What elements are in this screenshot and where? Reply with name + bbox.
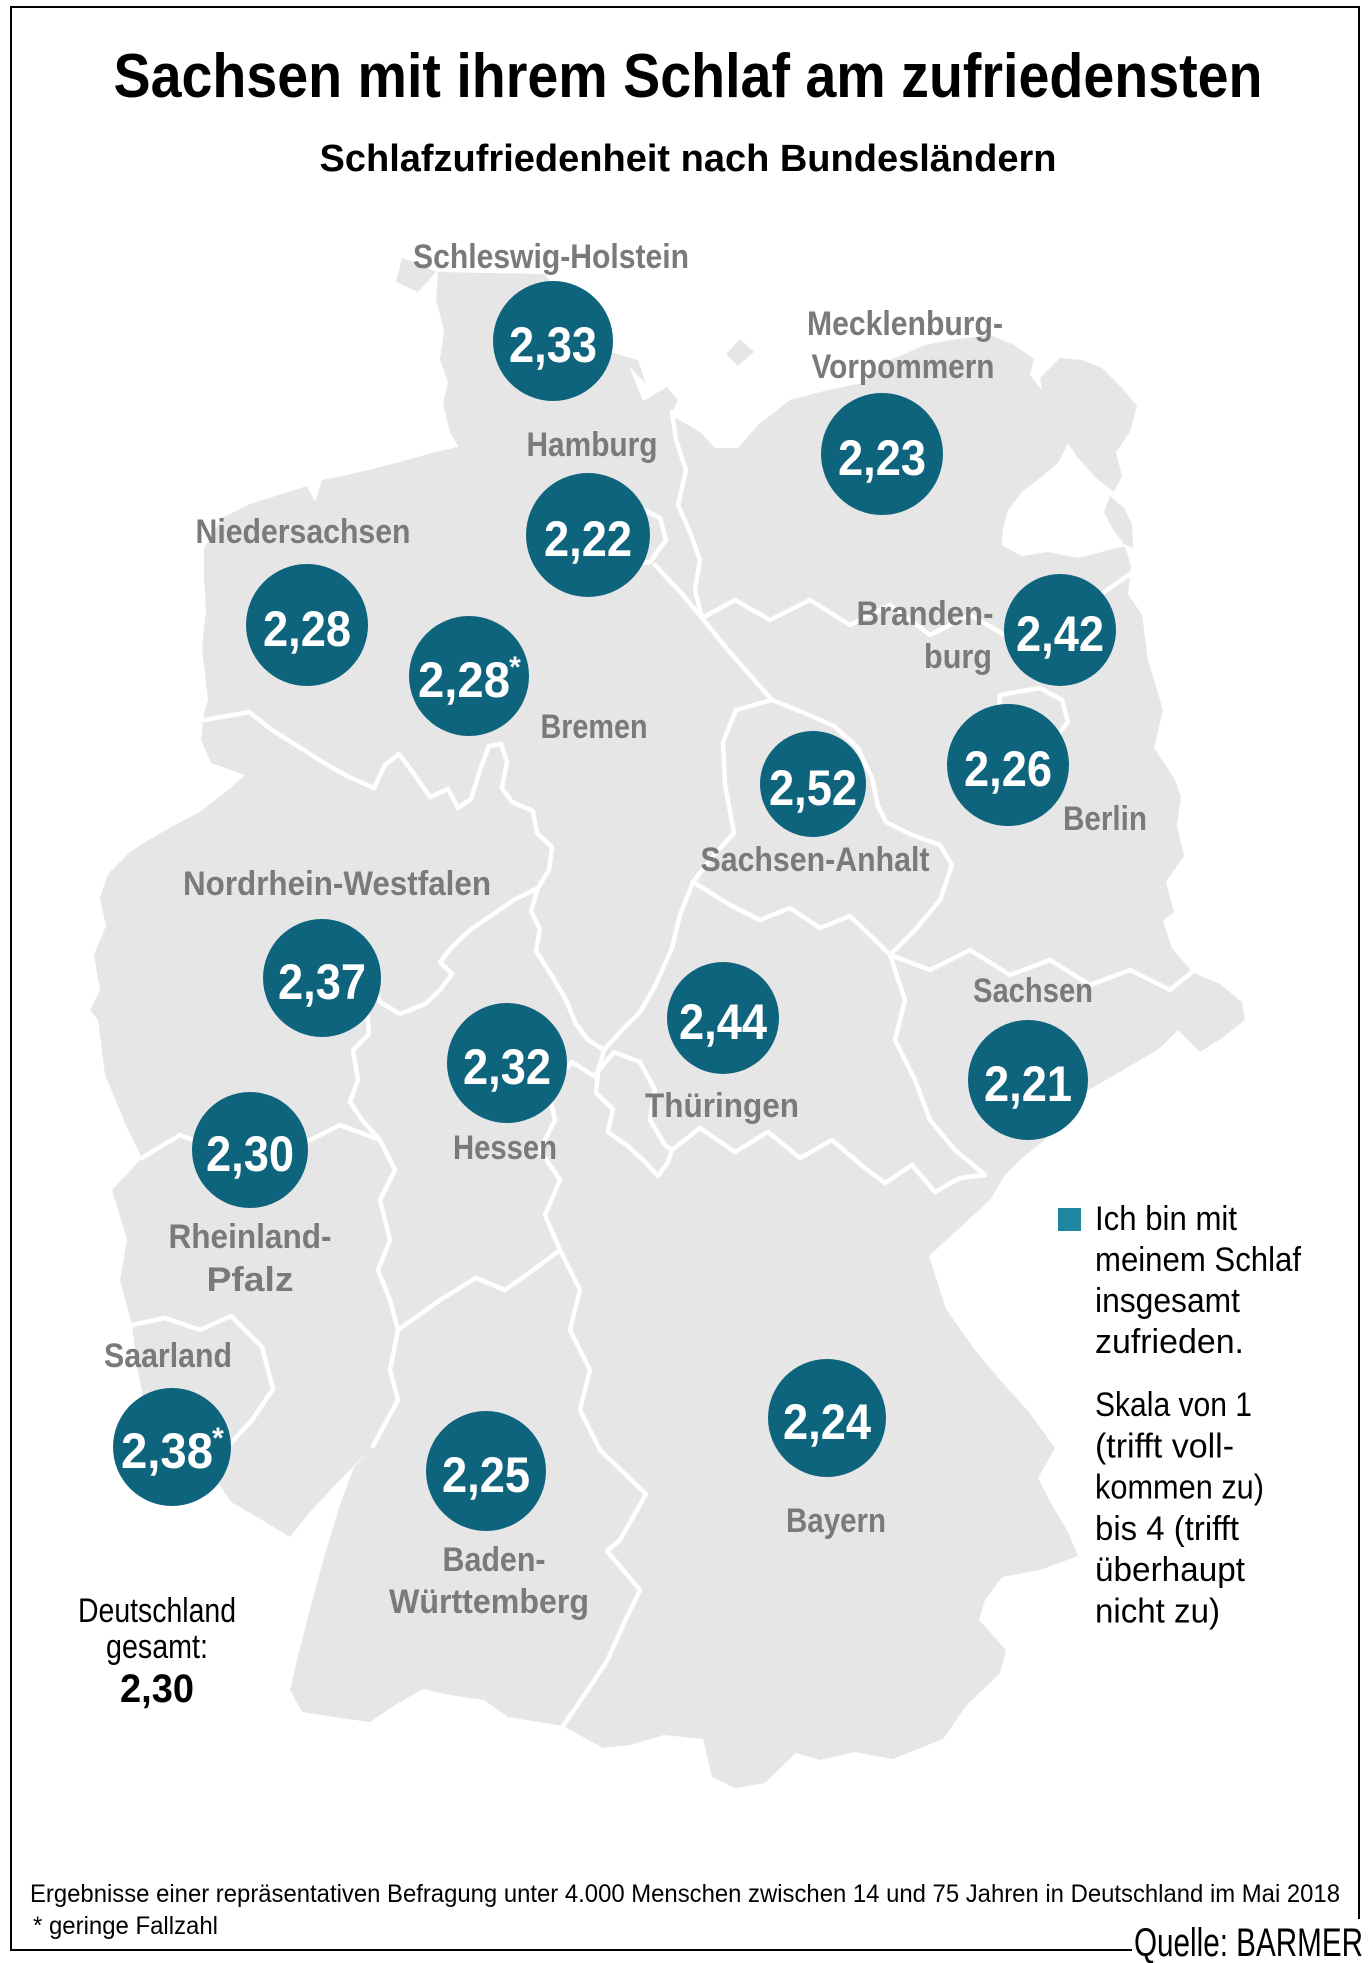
svg-text:2,37: 2,37 — [278, 954, 366, 1010]
svg-text:Hamburg: Hamburg — [527, 426, 658, 464]
svg-text:2,42: 2,42 — [1016, 606, 1104, 662]
svg-text:Sachsen mit ihrem Schlaf am zu: Sachsen mit ihrem Schlaf am zufriedenste… — [114, 42, 1263, 111]
svg-text:Skala von 1: Skala von 1 — [1095, 1386, 1252, 1424]
svg-text:2,21: 2,21 — [984, 1056, 1072, 1112]
svg-text:* geringe Fallzahl: * geringe Fallzahl — [33, 1912, 218, 1940]
svg-text:2,44: 2,44 — [679, 994, 767, 1050]
svg-text:Ich bin mit: Ich bin mit — [1095, 1200, 1237, 1238]
svg-text:(trifft voll-: (trifft voll- — [1095, 1427, 1234, 1465]
svg-text:2,38: 2,38 — [121, 1423, 213, 1479]
svg-text:Sachsen-Anhalt: Sachsen-Anhalt — [701, 841, 930, 879]
svg-text:Mecklenburg-: Mecklenburg- — [807, 305, 1003, 343]
svg-text:Niedersachsen: Niedersachsen — [196, 513, 411, 551]
svg-text:2,26: 2,26 — [964, 741, 1052, 797]
svg-text:zufrieden.: zufrieden. — [1095, 1323, 1244, 1361]
svg-text:gesamt:: gesamt: — [106, 1628, 208, 1666]
svg-text:2,24: 2,24 — [783, 1394, 871, 1450]
svg-text:bis 4 (trifft: bis 4 (trifft — [1095, 1510, 1240, 1548]
svg-text:meinem Schlaf: meinem Schlaf — [1095, 1241, 1302, 1279]
svg-text:2,30: 2,30 — [206, 1126, 294, 1182]
svg-text:Schleswig-Holstein: Schleswig-Holstein — [413, 238, 689, 276]
svg-text:Sachsen: Sachsen — [973, 972, 1093, 1010]
svg-text:überhaupt: überhaupt — [1095, 1551, 1246, 1589]
svg-text:2,32: 2,32 — [463, 1039, 551, 1095]
svg-text:2,22: 2,22 — [544, 511, 632, 567]
svg-text:Hessen: Hessen — [453, 1129, 557, 1167]
svg-text:2,30: 2,30 — [120, 1667, 194, 1711]
svg-text:2,52: 2,52 — [769, 760, 857, 816]
svg-text:insgesamt: insgesamt — [1095, 1282, 1241, 1320]
svg-text:kommen zu): kommen zu) — [1095, 1469, 1264, 1507]
svg-text:2,28: 2,28 — [263, 601, 351, 657]
svg-text:Deutschland: Deutschland — [78, 1592, 236, 1630]
svg-text:nicht zu): nicht zu) — [1095, 1593, 1220, 1631]
svg-text:2,23: 2,23 — [838, 430, 926, 486]
svg-text:Saarland: Saarland — [104, 1337, 232, 1375]
svg-text:Nordrhein-Westfalen: Nordrhein-Westfalen — [183, 865, 491, 903]
svg-text:burg: burg — [924, 638, 992, 676]
svg-text:Berlin: Berlin — [1063, 800, 1147, 838]
svg-text:Bremen: Bremen — [541, 708, 648, 746]
svg-text:Ergebnisse einer repräsentativ: Ergebnisse einer repräsentativen Befragu… — [30, 1880, 1340, 1908]
svg-text:Bayern: Bayern — [786, 1502, 886, 1540]
svg-text:*: * — [509, 651, 521, 684]
svg-text:2,28: 2,28 — [418, 652, 510, 708]
svg-text:Vorpommern: Vorpommern — [812, 348, 995, 386]
svg-text:Schlafzufriedenheit nach Bunde: Schlafzufriedenheit nach Bundesländern — [320, 138, 1057, 180]
svg-text:Branden-: Branden- — [857, 595, 994, 633]
svg-text:Baden-: Baden- — [443, 1541, 546, 1579]
svg-text:Pfalz: Pfalz — [207, 1261, 294, 1299]
svg-text:Thüringen: Thüringen — [645, 1087, 799, 1125]
svg-text:2,25: 2,25 — [442, 1447, 530, 1503]
svg-text:Rheinland-: Rheinland- — [169, 1218, 332, 1256]
svg-text:Württemberg: Württemberg — [389, 1583, 589, 1621]
svg-text:Quelle: BARMER: Quelle: BARMER — [1134, 1921, 1363, 1963]
svg-text:*: * — [212, 1422, 224, 1455]
svg-text:2,33: 2,33 — [509, 317, 597, 373]
